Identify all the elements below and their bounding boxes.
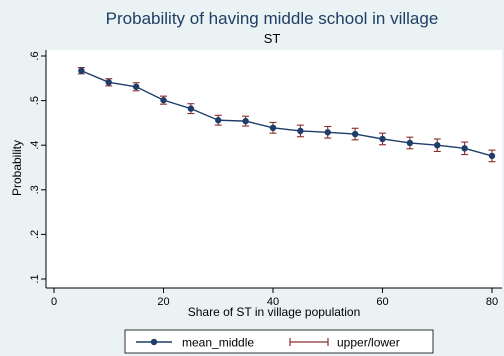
y-tick-label: .4: [29, 141, 41, 150]
y-axis-ticks: .1 .2 .3 .4 .5 .6: [29, 51, 46, 284]
mean-series: [78, 67, 496, 160]
mean-point: [406, 139, 414, 147]
legend-box: [124, 329, 434, 354]
x-tick-label: 20: [157, 296, 169, 308]
y-tick-label: .6: [29, 51, 41, 60]
chart-title: Probability of having middle school in v…: [106, 9, 439, 28]
mean-point: [324, 129, 331, 136]
legend-mean-marker: [150, 338, 158, 346]
mean-point: [242, 117, 249, 125]
mean-point: [187, 105, 195, 112]
legend-ci-label: upper/lower: [337, 336, 400, 350]
mean-point: [297, 127, 304, 135]
mean-point: [269, 124, 277, 132]
x-axis-label: Share of ST in village population: [188, 305, 361, 319]
chart-subtitle: ST: [264, 31, 281, 46]
mean-point: [351, 130, 359, 138]
plot-area: [46, 50, 502, 288]
x-tick-label: 0: [51, 296, 57, 308]
mean-point: [488, 152, 496, 160]
legend: mean_middle upper/lower: [124, 329, 434, 354]
mean-point: [105, 79, 112, 86]
y-tick-label: .2: [29, 230, 41, 239]
mean-point: [132, 83, 140, 90]
legend-mean-label: mean_middle: [182, 336, 254, 350]
x-tick-label: 80: [486, 296, 498, 308]
y-axis-label: Probability: [10, 140, 24, 196]
mean-point: [434, 142, 441, 149]
mean-point: [461, 145, 468, 152]
x-tick-label: 60: [376, 296, 388, 308]
x-axis-ticks: 0 20 40 60 80: [51, 288, 498, 308]
mean-line: [81, 70, 493, 157]
mean-point: [379, 135, 386, 143]
y-tick-label: .3: [29, 185, 41, 194]
x-tick-label: 40: [267, 296, 279, 308]
y-tick-label: .1: [29, 274, 41, 283]
mean-point: [78, 67, 85, 74]
mean-point: [160, 96, 167, 104]
y-tick-label: .5: [29, 96, 41, 105]
mean-point: [215, 117, 222, 124]
